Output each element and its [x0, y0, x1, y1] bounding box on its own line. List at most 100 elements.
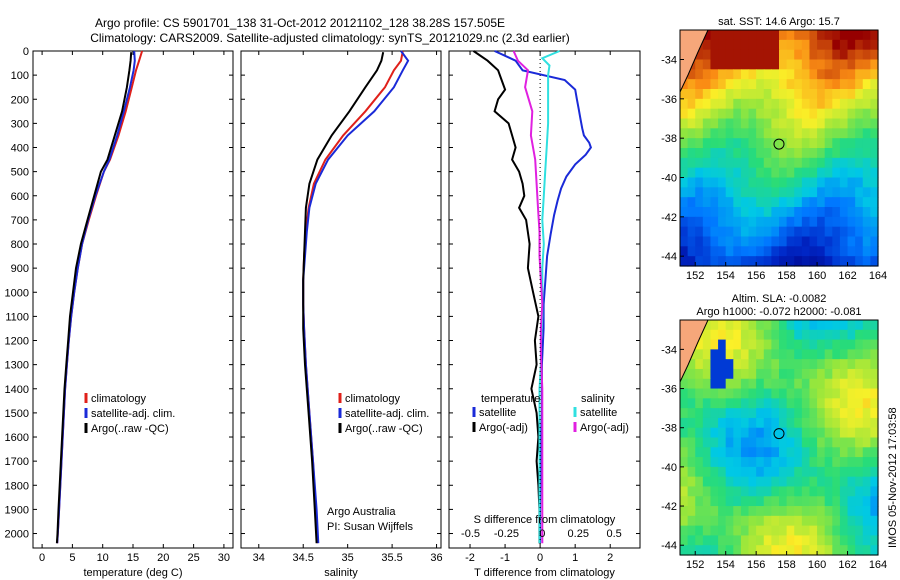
- map-cell: [847, 496, 856, 507]
- map-cell: [710, 457, 719, 468]
- map-cell: [687, 148, 696, 159]
- x-tick-label: 34: [253, 552, 265, 564]
- lat-tick-label: -36: [661, 94, 677, 106]
- map-cell: [702, 457, 712, 468]
- map-cell: [725, 417, 734, 429]
- map-cell: [786, 49, 795, 61]
- map-cell: [832, 69, 841, 80]
- map-cell: [763, 177, 772, 188]
- map-cell: [756, 148, 765, 159]
- map-cell: [855, 216, 864, 228]
- map-cell: [870, 457, 879, 468]
- legend-label: satellite-adj. clim.: [345, 408, 429, 420]
- map-cell: [710, 359, 719, 370]
- map-cell: [824, 59, 833, 70]
- y-tick-label: 800: [11, 239, 29, 251]
- map-cell: [740, 466, 750, 478]
- map-cell: [801, 167, 811, 179]
- map-cell: [855, 329, 864, 341]
- map-cell: [702, 89, 712, 100]
- map-cell: [839, 256, 849, 267]
- argo-position-marker: [773, 428, 785, 440]
- map-cell: [680, 427, 689, 439]
- map-cell: [817, 69, 826, 80]
- map-cell: [801, 226, 811, 238]
- map-cell: [756, 398, 765, 409]
- map-cell: [740, 545, 750, 556]
- map-cell: [695, 437, 704, 448]
- map-cell: [733, 187, 742, 198]
- map-cell: [748, 349, 757, 360]
- map-cell: [695, 378, 704, 390]
- map-cell: [725, 515, 734, 527]
- map-cell: [771, 525, 780, 537]
- map-cell: [801, 447, 811, 458]
- map-cell: [839, 427, 849, 439]
- series-line: [472, 50, 541, 544]
- map-cell: [824, 39, 833, 51]
- y-tick-label: 100: [11, 70, 29, 82]
- map-cell: [839, 69, 849, 80]
- map-cell: [809, 216, 818, 228]
- map-cell: [801, 427, 811, 439]
- map-cell: [725, 545, 734, 556]
- map-cell: [763, 197, 772, 208]
- map-cell: [702, 447, 712, 458]
- map-cell: [710, 118, 719, 129]
- map-cell: [756, 427, 765, 439]
- map-cell: [832, 207, 841, 218]
- map-cell: [725, 496, 734, 507]
- map-cell: [847, 39, 856, 51]
- map-cell: [786, 349, 795, 360]
- map-cell: [862, 226, 871, 238]
- map-cell: [725, 466, 734, 478]
- map-cell: [695, 388, 704, 399]
- series-line: [56, 50, 144, 544]
- map-cell: [786, 39, 795, 51]
- lat-tick-label: -38: [661, 423, 677, 435]
- map-cell: [862, 167, 871, 179]
- map-cell: [786, 506, 795, 517]
- map-cell: [687, 207, 696, 218]
- map-cell: [809, 447, 818, 458]
- y-tick-label: 400: [11, 143, 29, 155]
- map-cell: [794, 408, 803, 419]
- map-cell: [740, 207, 750, 218]
- map-cell: [839, 339, 849, 350]
- map-cell: [740, 398, 750, 409]
- map-cell: [756, 138, 765, 149]
- map-cell: [870, 177, 879, 188]
- map-cell: [832, 246, 841, 257]
- map-cell: [718, 118, 727, 129]
- map-cell: [794, 320, 803, 331]
- map-cell: [786, 417, 795, 429]
- map-cell: [855, 408, 864, 419]
- map-cell: [718, 476, 727, 488]
- map-cell: [824, 226, 833, 238]
- map-cell: [733, 320, 742, 331]
- map-cell: [680, 437, 689, 448]
- map-cell: [710, 108, 719, 120]
- map-cell: [832, 226, 841, 238]
- map-cell: [801, 349, 811, 360]
- map-cell: [794, 447, 803, 458]
- map-cell: [748, 177, 757, 188]
- map-cell: [801, 157, 811, 169]
- map-cell: [779, 128, 788, 139]
- map-cell: [870, 447, 879, 458]
- map-cell: [839, 226, 849, 238]
- imos-credit: IMOS 05-Nov-2012 17:03:58: [887, 407, 899, 548]
- map-cell: [779, 408, 788, 419]
- map-cell: [862, 447, 871, 458]
- map-cell: [702, 349, 712, 360]
- map-cell: [809, 545, 818, 556]
- map-cell: [771, 398, 780, 409]
- legend-label: satellite: [479, 407, 516, 419]
- map-cell: [870, 388, 879, 399]
- map-cell: [725, 388, 734, 399]
- map-cell: [740, 349, 750, 360]
- map-cell: [740, 417, 750, 429]
- map-cell: [832, 349, 841, 360]
- map-cell: [702, 98, 712, 110]
- map-cell: [718, 59, 727, 70]
